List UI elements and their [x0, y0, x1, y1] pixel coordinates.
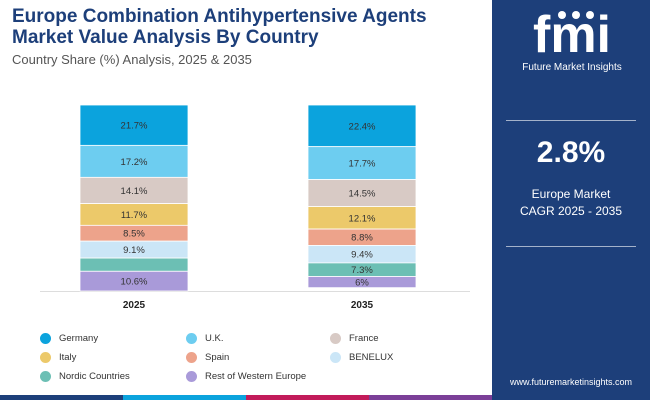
legend-item-3: Italy — [40, 350, 76, 364]
fmi-logo-text: fmi — [533, 6, 611, 64]
bar-segment-2035-1 — [307, 146, 417, 180]
brand-name: Future Market Insights — [522, 62, 621, 73]
legend-label: U.K. — [205, 332, 224, 344]
legend-label: Spain — [205, 351, 230, 363]
footer-stripes — [0, 395, 492, 400]
divider-bottom — [506, 246, 636, 247]
legend-label: France — [349, 332, 379, 344]
legend-item-4: Spain — [186, 350, 229, 364]
cagr-label: Europe Market CAGR 2025 - 2035 — [492, 186, 650, 220]
bar-segment-2025-2 — [79, 176, 189, 204]
data-label-2035-0: 22.4% — [349, 121, 376, 132]
bar-segment-2025-6 — [79, 257, 189, 272]
data-label-2025-5: 9.1% — [123, 245, 145, 256]
x-tick-label-2025: 2025 — [123, 300, 146, 311]
bar-segment-2025-1 — [79, 144, 189, 178]
data-label-2035-3: 12.1% — [349, 213, 376, 224]
cagr-value: 2.8% — [536, 136, 606, 169]
legend-swatch — [186, 351, 197, 363]
data-label-2025-7: 10.6% — [121, 277, 148, 288]
data-label-2035-6: 7.3% — [351, 265, 373, 276]
legend-swatch — [330, 351, 341, 363]
legend-swatch — [186, 332, 197, 344]
bar-segment-2025-7 — [79, 270, 189, 292]
data-label-2035-2: 14.5% — [349, 189, 376, 200]
cagr-label-region: Europe Market — [531, 187, 611, 201]
fmi-logo: fmi Future Market Insights — [522, 6, 621, 73]
legend-label: Nordic Countries — [59, 370, 130, 382]
bar-segment-2035-0 — [307, 104, 417, 148]
divider-top — [506, 120, 636, 121]
data-label-2035-1: 17.7% — [349, 159, 376, 170]
legend-item-6: Nordic Countries — [40, 369, 130, 383]
legend-swatch — [186, 370, 197, 382]
stacked-bar-chart: 21.7% 17.2% 14.1% 11.7% 8.5% 9.1% 10.6% 2025 22.… — [40, 104, 470, 311]
data-label-2035-5: 9.4% — [351, 250, 373, 261]
cagr-label-period: CAGR 2025 - 2035 — [519, 204, 623, 218]
legend-item-5: BENELUX — [330, 350, 393, 364]
data-label-2035-7: 6% — [355, 278, 369, 289]
footer-stripe-3 — [369, 395, 492, 400]
footer-stripe-2 — [246, 395, 369, 400]
legend-label: Italy — [59, 351, 77, 363]
chart-title: Europe Combination Antihypertensive Agen… — [12, 6, 427, 48]
footer-stripe-1 — [123, 395, 246, 400]
legend-swatch — [40, 351, 51, 363]
legend-label: Rest of Western Europe — [205, 370, 307, 382]
bar-segment-2035-7 — [307, 276, 417, 289]
footer-stripe-0 — [0, 395, 123, 400]
data-label-2025-2: 14.1% — [121, 186, 148, 197]
legend-label: BENELUX — [349, 351, 394, 363]
legend-swatch — [40, 370, 51, 382]
chart-subtitle: Country Share (%) Analysis, 2025 & 2035 — [12, 52, 252, 67]
x-tick-label-2035: 2035 — [351, 300, 374, 311]
legend-swatch — [40, 332, 51, 344]
data-label-2025-1: 17.2% — [121, 157, 148, 168]
data-label-2025-0: 21.7% — [121, 121, 148, 132]
legend-item-7: Rest of Western Europe — [186, 369, 306, 383]
website-url[interactable]: www.futuremarketinsights.com — [509, 377, 633, 387]
bar-segment-2035-2 — [307, 179, 417, 207]
legend-label: Germany — [59, 332, 99, 344]
data-label-2025-4: 8.5% — [123, 229, 145, 240]
data-label-2035-4: 8.8% — [351, 233, 373, 244]
legend-item-0: Germany — [40, 331, 98, 345]
legend-swatch — [330, 332, 341, 344]
data-label-2025-3: 11.7% — [121, 210, 148, 221]
legend-item-1: U.K. — [186, 331, 223, 345]
legend-item-2: France — [330, 331, 379, 345]
sidebar-panel: fmi Future Market Insights 2.8% Europe M… — [492, 0, 650, 400]
